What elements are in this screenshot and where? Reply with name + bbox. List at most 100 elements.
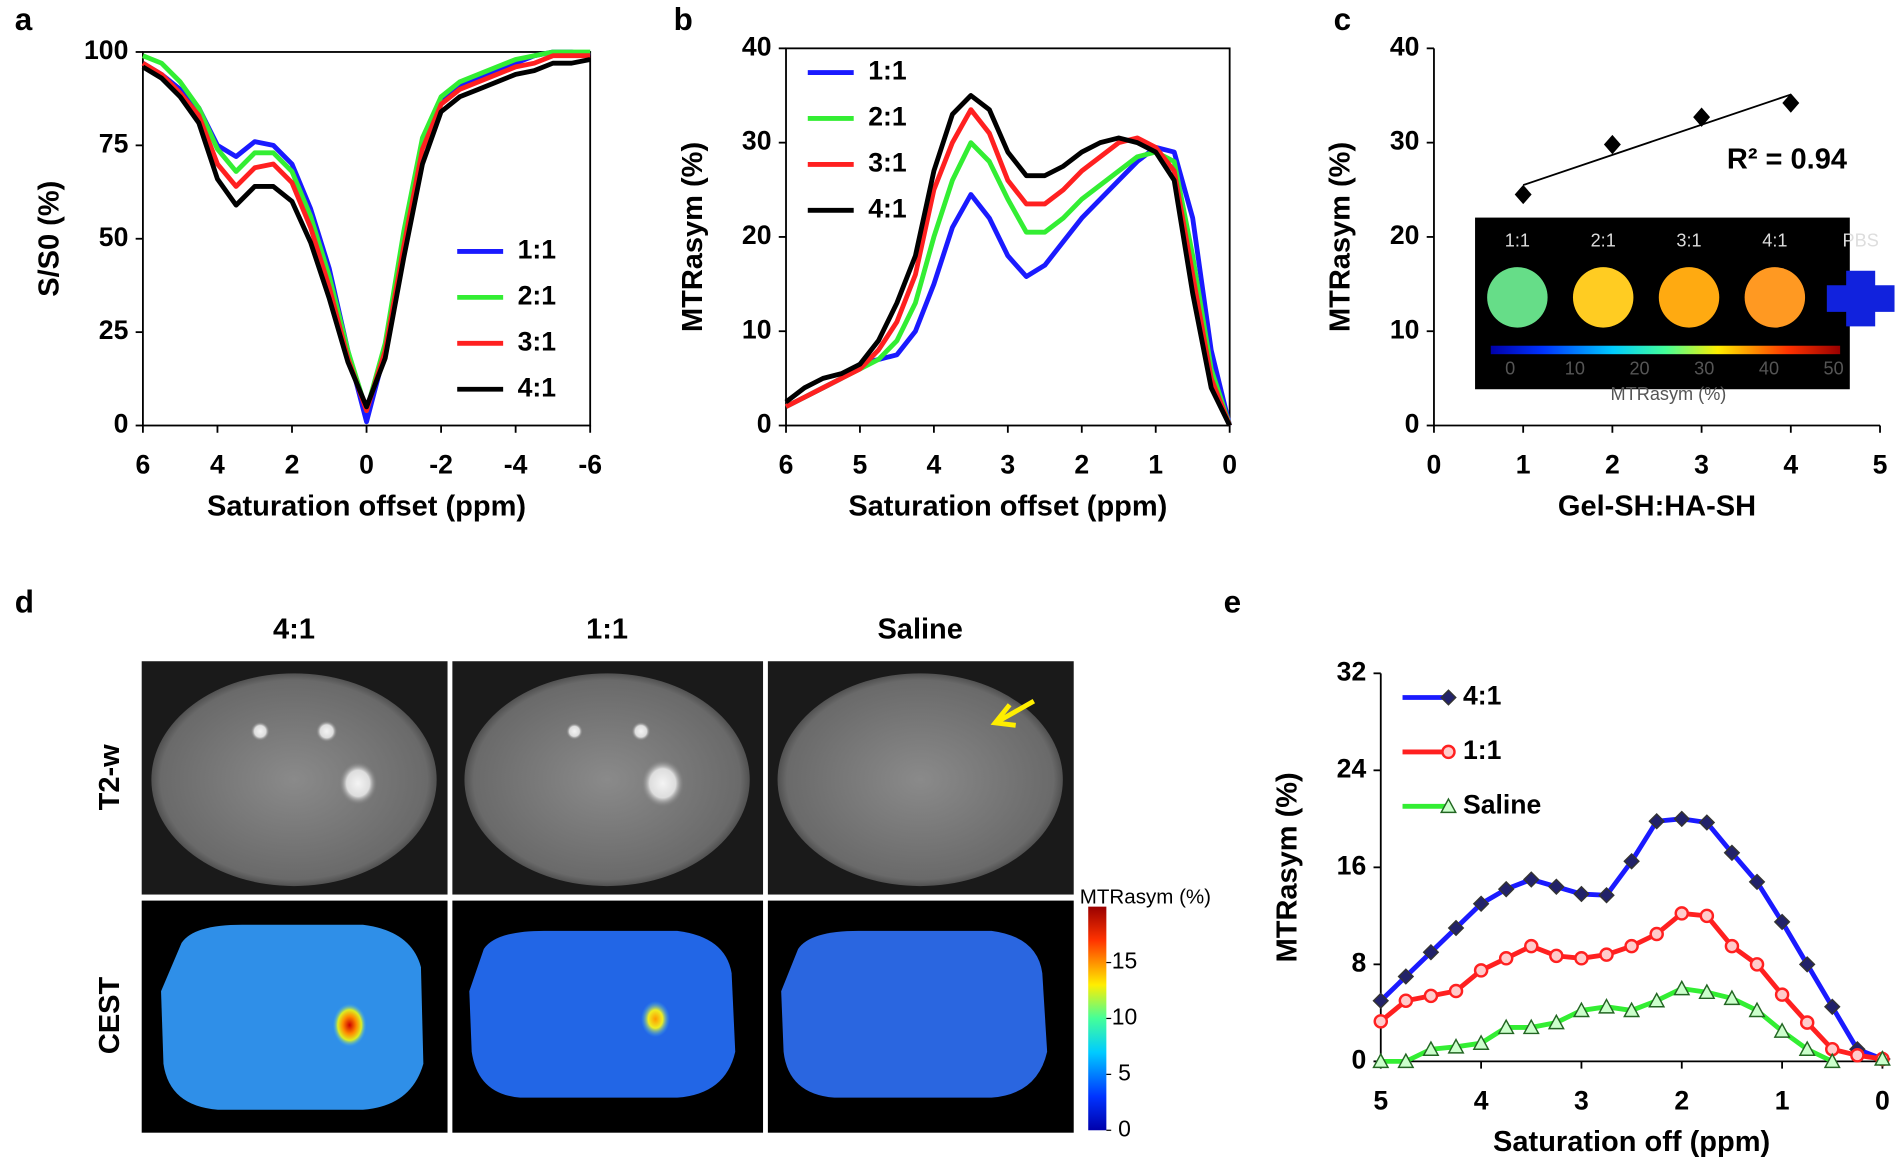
inset-sample xyxy=(1826,270,1895,327)
data-point xyxy=(1724,938,1740,954)
data-point xyxy=(1773,913,1791,931)
column-label: 1:1 xyxy=(586,614,628,646)
x-tick-label: 5 xyxy=(1873,450,1888,480)
data-point xyxy=(1422,943,1440,961)
data-point xyxy=(1524,938,1539,954)
y-tick-label: 40 xyxy=(1390,31,1420,61)
panel-letter: a xyxy=(15,2,33,37)
x-tick-label: 0 xyxy=(1427,450,1442,480)
data-point xyxy=(1673,810,1691,828)
y-tick-label: 0 xyxy=(114,409,129,439)
colorbar-tick-label: 0 xyxy=(1118,1115,1131,1141)
data-point xyxy=(1699,908,1715,924)
data-point xyxy=(1447,1038,1465,1054)
data-point xyxy=(1873,1050,1891,1066)
legend-label: 4:1 xyxy=(868,193,907,223)
x-tick-label: 4 xyxy=(1474,1086,1489,1116)
x-tick-label: 1 xyxy=(1148,450,1163,480)
inset-colorbar-tick: 40 xyxy=(1759,359,1779,379)
colorbar-tick-label: 10 xyxy=(1112,1004,1138,1030)
data-point xyxy=(1372,992,1390,1010)
x-tick-label: 2 xyxy=(285,450,300,480)
y-tick-label: 10 xyxy=(1390,314,1420,344)
trendline xyxy=(1522,93,1792,186)
data-point xyxy=(1723,844,1741,862)
y-tick-label: 32 xyxy=(1337,656,1367,686)
legend-label: 4:1 xyxy=(1463,681,1502,711)
x-tick-label: 4 xyxy=(926,450,941,480)
data-point xyxy=(1397,968,1415,985)
data-point xyxy=(1599,947,1614,962)
inset-sample xyxy=(1487,267,1548,328)
data-point xyxy=(1698,814,1716,831)
data-point xyxy=(1574,951,1589,966)
legend-label: 3:1 xyxy=(868,147,907,177)
inset-label: 4:1 xyxy=(1762,231,1787,251)
legend-label: 1:1 xyxy=(1463,735,1502,765)
x-tick-label: 3 xyxy=(1694,450,1709,480)
data-point xyxy=(1798,1040,1816,1057)
inset-colorbar-tick: 0 xyxy=(1505,359,1515,379)
data-point xyxy=(1698,983,1716,1000)
panel-letter: e xyxy=(1224,585,1241,620)
x-axis-title: Saturation offset (ppm) xyxy=(207,490,526,522)
data-point xyxy=(1573,885,1590,903)
y-tick-label: 8 xyxy=(1351,947,1366,977)
x-tick-label: 5 xyxy=(853,450,868,480)
data-point xyxy=(1648,991,1666,1008)
column-label: 4:1 xyxy=(273,614,315,646)
data-point xyxy=(1623,1001,1641,1018)
y-axis-title: MTRasym (%) xyxy=(1325,142,1357,332)
x-tick-label: 5 xyxy=(1373,1086,1388,1116)
inset-label: PBS xyxy=(1843,231,1879,251)
data-point xyxy=(1598,886,1615,904)
data-point xyxy=(1473,963,1489,978)
colorbar-label: MTRasym (%) xyxy=(1080,886,1211,909)
y-tick-label: 20 xyxy=(742,220,772,250)
data-point xyxy=(1693,107,1711,127)
data-point xyxy=(1548,878,1565,896)
data-line xyxy=(141,57,591,410)
data-point xyxy=(1522,1018,1540,1035)
data-point xyxy=(1648,812,1665,830)
panel-letter: b xyxy=(674,2,693,37)
legend-marker xyxy=(1439,797,1457,814)
legend-label: 2:1 xyxy=(868,101,907,131)
inset-colorbar-tick: 30 xyxy=(1694,359,1714,379)
data-point xyxy=(1798,956,1816,973)
y-tick-label: 30 xyxy=(1390,126,1420,156)
x-tick-label: 0 xyxy=(359,450,374,480)
data-point xyxy=(1398,993,1414,1008)
inset-sample xyxy=(1744,267,1806,328)
data-line xyxy=(784,93,1232,427)
legend-label: Saline xyxy=(1463,789,1541,819)
data-point xyxy=(1472,1034,1490,1050)
inset-label: 1:1 xyxy=(1505,231,1530,251)
inset-colorbar-tick: 50 xyxy=(1824,359,1844,379)
data-point xyxy=(1823,1052,1841,1069)
data-point xyxy=(1850,1048,1865,1063)
data-line xyxy=(141,53,591,413)
data-line xyxy=(142,49,591,413)
colorbar-tick-label: 5 xyxy=(1118,1059,1131,1085)
data-point xyxy=(1397,1052,1415,1069)
data-point xyxy=(1799,1015,1815,1030)
legend-marker xyxy=(1440,689,1457,706)
data-point xyxy=(1774,987,1790,1002)
annotation: R² = 0.94 xyxy=(1727,143,1847,175)
colorbar-tick-label: 15 xyxy=(1112,948,1138,974)
x-tick-label: 1 xyxy=(1516,450,1531,480)
data-point xyxy=(1782,93,1800,113)
y-tick-label: 25 xyxy=(99,315,129,345)
inset-sample xyxy=(1572,267,1634,328)
data-point xyxy=(1598,998,1615,1014)
inset-colorbar-tick: 10 xyxy=(1565,359,1585,379)
x-tick-label: -4 xyxy=(504,450,528,480)
x-tick-label: 6 xyxy=(779,450,794,480)
panel-letter: c xyxy=(1334,2,1351,37)
data-point xyxy=(1673,979,1691,996)
y-tick-label: 50 xyxy=(99,222,129,252)
y-tick-label: 10 xyxy=(742,314,772,344)
x-axis-title: Saturation offset (ppm) xyxy=(848,490,1167,522)
data-point xyxy=(1447,919,1465,937)
